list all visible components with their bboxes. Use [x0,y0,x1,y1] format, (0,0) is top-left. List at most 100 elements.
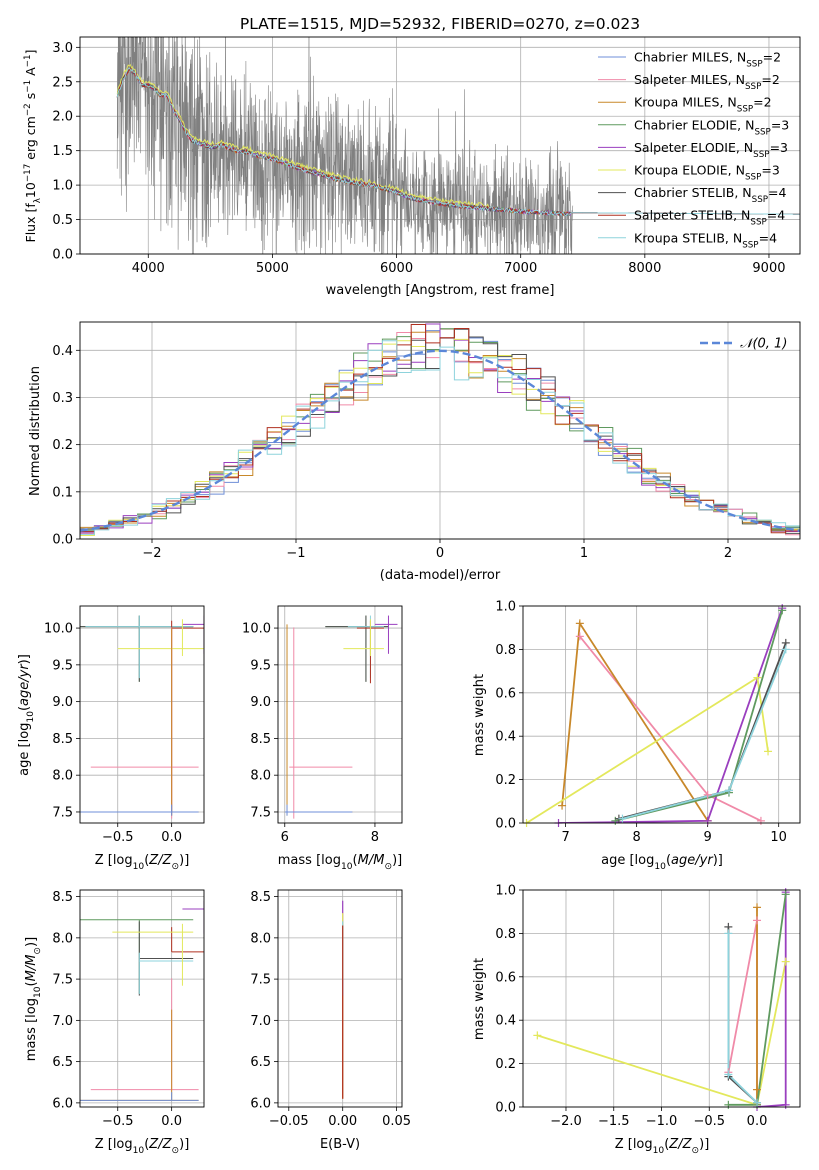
x-tick-label: 0.00 [328,1114,357,1129]
legend-entry: Kroupa MILES, NSSP=2 [634,95,772,115]
x-axis-label: age [log10(age/yr)] [601,853,723,872]
y-tick-label: 0.0 [52,248,73,263]
y-tick-label: 8.0 [52,769,73,784]
y-tick-label: 10.0 [242,622,271,637]
x-tick-label: 0.0 [747,1114,768,1129]
y-tick-label: 0.4 [52,344,73,359]
x-tick-label: −1 [286,546,305,561]
y-axis-label: age [log10(age/yr)] [17,654,36,776]
legend-entry: Salpeter ELODIE, NSSP=3 [634,140,788,160]
axes-frame [522,605,801,824]
y-tick-label: 1.0 [495,600,516,615]
plot-area-age_vs_Z [80,615,204,819]
y-tick-label: 8.0 [250,769,271,784]
y-tick-label: 6.5 [52,1055,73,1070]
x-tick-label: 0.05 [382,1114,411,1129]
y-tick-label: 2.0 [52,110,73,125]
weight-series-6 [727,933,758,1104]
spectrum-data-line [116,37,574,254]
plot-area-residuals [80,323,800,537]
legend-entry: Salpeter MILES, NSSP=2 [634,72,780,92]
residual-histogram-7 [80,323,800,534]
y-tick-label: 6.0 [250,1096,271,1111]
axes-weight_vs_Z: −2.0 −1.5 −1.0 −0.5 0.0 0.0 0.2 0.4 0.6 0.8 1.0 Z [… [472,884,801,1156]
y-tick-label: 8.5 [52,732,73,747]
normal-reference-curve [80,349,800,532]
axes-frame [277,889,403,1108]
x-tick-label: −2.0 [550,1114,582,1129]
x-axis-label: Z [log10(Z/Z⊙)] [615,1137,710,1156]
weight-series-5 [727,926,758,1104]
y-tick-label: 0.4 [495,1014,516,1029]
axes-mass_vs_ebv: −0.05 0.00 0.05 6.0 6.5 7.0 7.5 8.0 8.5 E(B-V) [250,889,411,1152]
y-tick-label: 7.5 [52,805,73,820]
x-tick-label: 10 [770,830,787,845]
y-tick-label: 6.0 [52,1096,73,1111]
x-tick-label: −0.5 [102,830,134,845]
x-tick-label: 8 [371,830,379,845]
axes-mass_vs_Z: −0.5 0.0 6.0 6.5 7.0 7.5 8.0 8.5 Z [log10(Z/Z⊙)]… [24,889,205,1156]
legend-entry: Chabrier ELODIE, NSSP=3 [634,117,789,137]
x-tick-label: 0.0 [161,1114,182,1129]
y-tick-label: 0.2 [495,773,516,788]
y-tick-label: 0.1 [52,485,73,500]
y-tick-label: 7.0 [52,1014,73,1029]
x-tick-label: 1 [580,546,588,561]
y-tick-label: 0.6 [495,686,516,701]
axes-frame [79,36,801,255]
residual-histogram-8 [80,340,800,535]
y-axis-label: Normed distribution [28,366,43,496]
x-tick-label: 6 [281,830,289,845]
y-tick-label: 7.5 [250,805,271,820]
x-axis-label: wavelength [Angstrom, rest frame] [326,283,555,298]
y-tick-label: 9.5 [250,658,271,673]
x-tick-label: 5000 [256,261,289,276]
axes-frame [522,889,801,1108]
x-axis-label: Z [log10(Z/Z⊙)] [95,1137,190,1156]
y-tick-label: 0.4 [495,730,516,745]
y-tick-label: 0.0 [495,1101,516,1116]
x-tick-label: 2 [724,546,732,561]
axes-age_vs_Z: −0.5 0.0 7.5 8.0 8.5 9.0 9.5 10.0 Z [log10(Z/Z⊙)… [17,605,205,872]
y-tick-label: 2.5 [52,75,73,90]
y-tick-label: 10.0 [44,622,73,637]
x-tick-label: 7 [561,830,569,845]
axes-residuals: −2 −1 0 1 2 0.0 0.1 0.2 0.3 0.4 (data-model)/error… [28,321,801,583]
y-axis-label: mass [log10(M/M⊙)] [24,937,43,1061]
y-tick-label: 3.0 [52,41,73,56]
y-tick-label: 0.6 [495,970,516,985]
x-tick-label: −0.05 [269,1114,309,1129]
x-tick-label: 9000 [752,261,785,276]
plot-area-mass_vs_Z [80,900,204,1101]
y-tick-label: 0.0 [495,817,516,832]
figure-title: PLATE=1515, MJD=52932, FIBERID=0270, z=0… [240,15,640,33]
panels: 4000 5000 6000 7000 8000 9000 0.0 0.5 1.0 1.5 2.0 2… [17,36,801,1156]
x-tick-label: 8000 [628,261,661,276]
y-tick-label: 0.3 [52,391,73,406]
axes-age_vs_mass: 6 8 7.5 8.0 8.5 9.0 9.5 10.0 mass [log10(M/M⊙)] [242,605,403,872]
legend-entry: Chabrier MILES, NSSP=2 [634,50,781,70]
x-axis-label: mass [log10(M/M⊙)] [278,853,402,872]
x-tick-label: 7000 [504,261,537,276]
y-axis-label: mass weight [472,958,487,1040]
y-tick-label: 0.0 [52,533,73,548]
legend-entry: Chabrier STELIB, NSSP=4 [634,185,787,205]
y-axis-label: mass weight [472,674,487,756]
x-tick-label: −0.5 [693,1114,725,1129]
x-axis-label: (data-model)/error [380,568,501,583]
x-tick-label: 8 [633,830,641,845]
y-tick-label: 6.5 [250,1055,271,1070]
x-tick-label: 4000 [132,261,165,276]
model-line-8 [116,66,800,217]
legend-entry: Kroupa STELIB, NSSP=4 [634,230,777,250]
y-tick-label: 1.5 [52,144,73,159]
x-tick-label: 0.0 [161,830,182,845]
y-tick-label: 7.5 [52,973,73,988]
x-tick-label: −1.5 [598,1114,630,1129]
y-tick-label: 0.8 [495,927,516,942]
axes-frame [277,605,403,824]
y-tick-label: 0.5 [52,213,73,228]
y-tick-label: 8.0 [52,931,73,946]
x-axis-label: E(B-V) [320,1137,360,1152]
